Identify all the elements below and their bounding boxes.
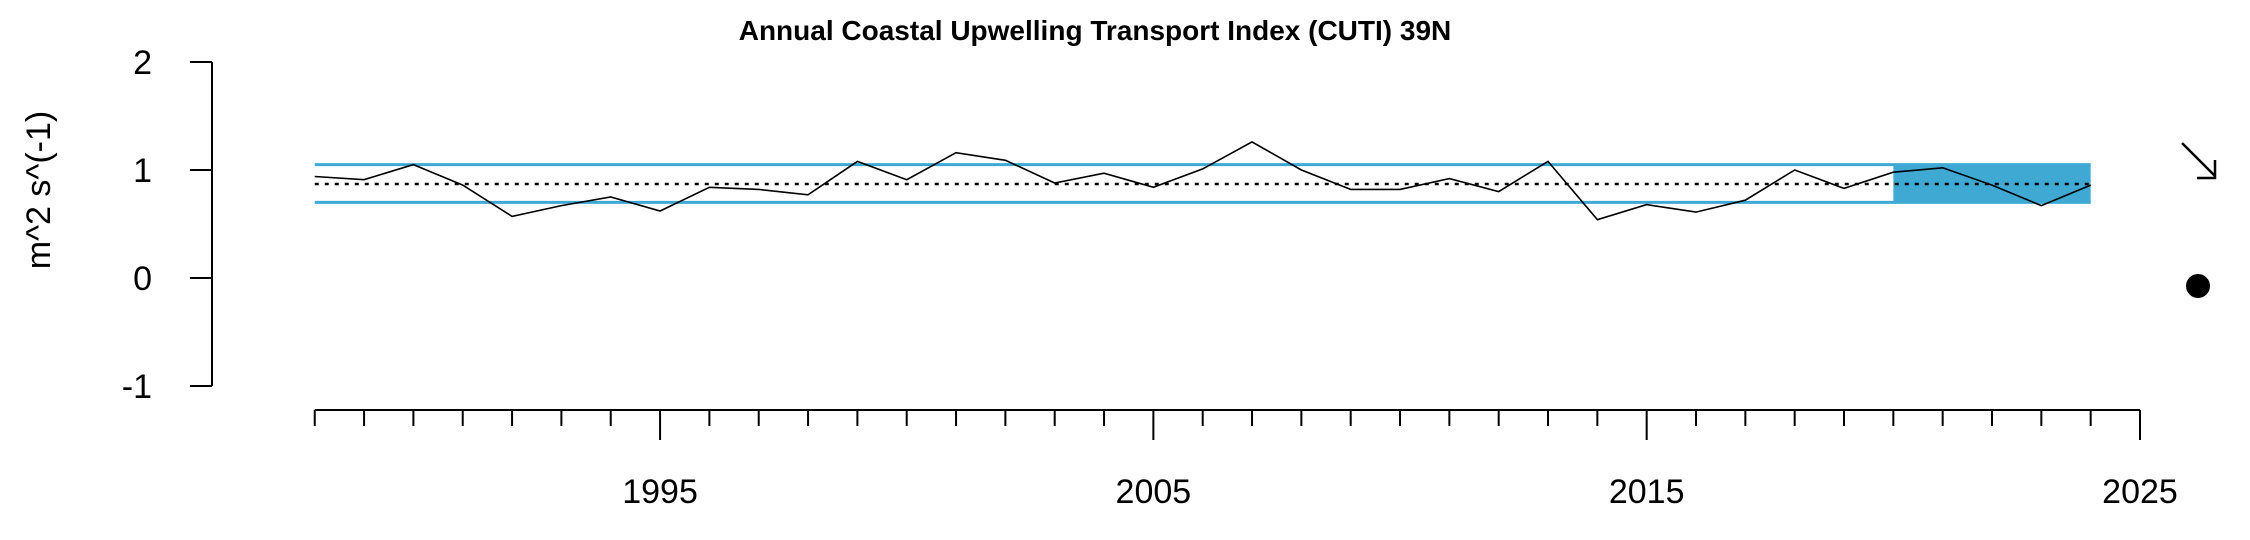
x-tick-label: 2025 <box>2102 473 2178 511</box>
trend-arrow-head <box>2197 160 2217 180</box>
y-tick-label: 2 <box>133 44 152 82</box>
plot-layer: -1 0 1 2 1995 2005 2015 2025 <box>122 44 2217 511</box>
x-tick-label: 1995 <box>622 473 698 511</box>
y-tick-label: 1 <box>133 152 152 190</box>
chart-title: Annual Coastal Upwelling Transport Index… <box>739 15 1452 46</box>
trend-arrow-shaft <box>2181 142 2216 177</box>
mean-indicator-dot <box>2186 274 2210 298</box>
y-tick-label: -1 <box>122 368 152 406</box>
y-tick-label: 0 <box>133 260 152 298</box>
x-tick-label: 2005 <box>1116 473 1192 511</box>
x-tick-label: 2015 <box>1609 473 1685 511</box>
y-axis-label: m^2 s^(-1) <box>20 111 58 269</box>
series-line <box>314 140 2092 221</box>
